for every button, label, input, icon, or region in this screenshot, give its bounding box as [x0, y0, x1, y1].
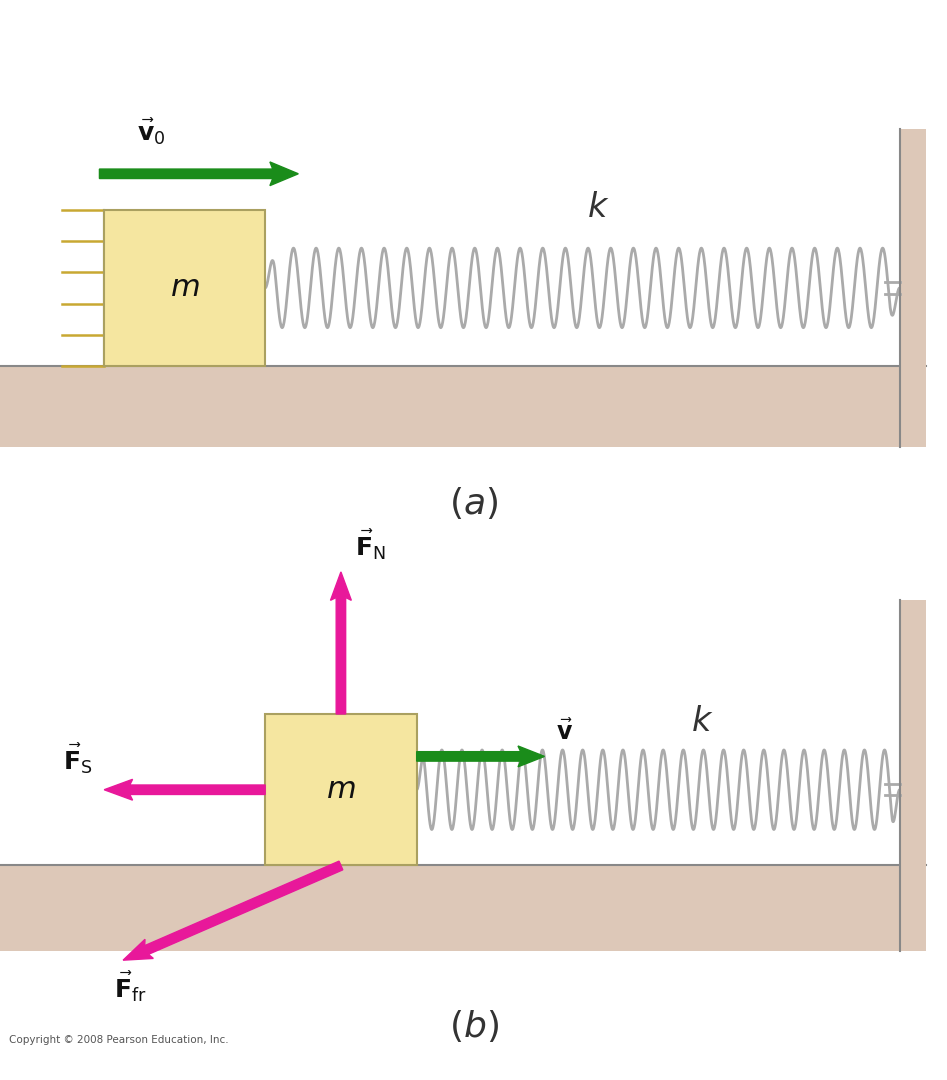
Bar [104, 210, 265, 366]
Text: $k$: $k$ [587, 192, 610, 224]
Bar [900, 600, 926, 950]
Text: $\vec{\mathbf{F}}_\mathrm{N}$: $\vec{\mathbf{F}}_\mathrm{N}$ [355, 528, 385, 563]
Bar [0, 366, 926, 446]
Text: $m$: $m$ [170, 272, 200, 303]
FancyArrow shape [104, 780, 265, 800]
FancyArrow shape [331, 572, 351, 714]
Text: $\vec{\mathbf{F}}_\mathrm{S}$: $\vec{\mathbf{F}}_\mathrm{S}$ [63, 741, 93, 775]
Text: $\vec{\mathbf{v}}_0$: $\vec{\mathbf{v}}_0$ [137, 117, 166, 147]
Bar [265, 714, 417, 865]
FancyArrow shape [123, 861, 343, 960]
Text: $k$: $k$ [691, 706, 714, 738]
FancyArrow shape [99, 162, 298, 186]
Text: Copyright © 2008 Pearson Education, Inc.: Copyright © 2008 Pearson Education, Inc. [9, 1035, 229, 1044]
Bar [0, 865, 926, 950]
FancyArrow shape [417, 746, 545, 767]
Bar [900, 130, 926, 446]
Text: $m$: $m$ [326, 774, 356, 806]
Text: $(b)$: $(b)$ [449, 1009, 498, 1044]
Text: $\vec{\mathbf{F}}_\mathrm{fr}$: $\vec{\mathbf{F}}_\mathrm{fr}$ [114, 970, 147, 1004]
Text: $\vec{\mathbf{v}}$: $\vec{\mathbf{v}}$ [556, 719, 573, 745]
Text: $(a)$: $(a)$ [449, 485, 498, 522]
